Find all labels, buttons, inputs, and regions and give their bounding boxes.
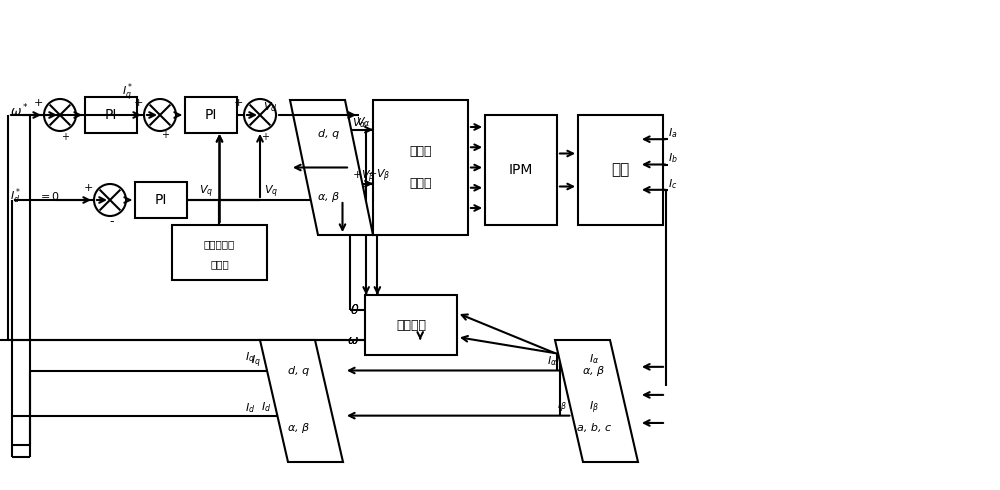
Bar (185, 97, 237, 133)
Text: $I_\beta$: $I_\beta$ (589, 399, 599, 416)
Text: $=0$: $=0$ (38, 190, 60, 202)
Text: $I_d$: $I_d$ (261, 400, 271, 414)
Text: $V_\alpha$: $V_\alpha$ (352, 116, 367, 129)
Text: $+V_\beta$: $+V_\beta$ (352, 169, 376, 185)
Circle shape (94, 184, 126, 216)
Text: $I_\alpha$: $I_\alpha$ (547, 355, 557, 368)
Text: $V_q$: $V_q$ (264, 184, 278, 200)
Bar (373, 100, 468, 235)
Polygon shape (260, 340, 343, 462)
Text: $I_\beta$: $I_\beta$ (557, 398, 567, 415)
Text: $I_q$: $I_q$ (245, 351, 255, 367)
Text: +: + (233, 98, 243, 108)
Text: $\alpha$, $\beta$: $\alpha$, $\beta$ (287, 421, 310, 435)
Circle shape (244, 99, 276, 131)
Text: $V_\alpha$: $V_\alpha$ (356, 115, 371, 128)
Text: +: + (161, 130, 169, 140)
Text: $I_d^*$: $I_d^*$ (10, 186, 21, 206)
Text: $I_b$: $I_b$ (668, 151, 678, 166)
Text: 位置估计: 位置估计 (396, 318, 426, 332)
Text: $\omega$: $\omega$ (347, 334, 359, 346)
Text: $+V_\beta$: $+V_\beta$ (367, 168, 391, 184)
Text: $\alpha$, $\beta$: $\alpha$, $\beta$ (582, 364, 605, 377)
Bar (135, 182, 187, 218)
Text: 空间矢: 空间矢 (409, 145, 432, 158)
Circle shape (44, 99, 76, 131)
Bar (578, 115, 663, 225)
Circle shape (144, 99, 176, 131)
Text: $V_d$: $V_d$ (263, 100, 278, 114)
Text: PI: PI (155, 193, 167, 207)
Bar (365, 295, 457, 355)
Bar (85, 97, 137, 133)
Text: $I_d$: $I_d$ (245, 401, 255, 415)
Text: d, q: d, q (288, 366, 309, 375)
Text: +: + (83, 183, 93, 193)
Text: +: + (61, 132, 69, 142)
Polygon shape (555, 340, 638, 462)
Text: a, b, c: a, b, c (577, 423, 611, 433)
Text: $I_c$: $I_c$ (668, 177, 677, 191)
Text: $\theta$: $\theta$ (350, 303, 359, 317)
Bar (485, 115, 557, 225)
Text: PI: PI (205, 108, 217, 122)
Text: 量调制: 量调制 (409, 177, 432, 190)
Text: 偿参数: 偿参数 (210, 260, 229, 270)
Bar (172, 225, 267, 280)
Text: PI: PI (105, 108, 117, 122)
Text: $\omega^*$: $\omega^*$ (10, 103, 29, 119)
Text: $\omega$: $\omega$ (347, 334, 359, 346)
Text: -: - (110, 216, 114, 228)
Text: +: + (33, 98, 43, 108)
Text: $\theta$: $\theta$ (350, 303, 359, 317)
Text: IPM: IPM (509, 163, 533, 177)
Text: $V_q$: $V_q$ (199, 184, 213, 200)
Text: $I_q^*$: $I_q^*$ (122, 82, 134, 104)
Polygon shape (290, 100, 373, 235)
Text: $\alpha$, $\beta$: $\alpha$, $\beta$ (317, 190, 340, 204)
Text: 直轴电压补: 直轴电压补 (204, 239, 235, 249)
Text: d, q: d, q (318, 129, 339, 139)
Text: $I_a$: $I_a$ (668, 126, 678, 140)
Text: 电机: 电机 (611, 163, 630, 177)
Text: $I_\alpha$: $I_\alpha$ (589, 352, 599, 366)
Text: $I_q$: $I_q$ (251, 353, 261, 369)
Text: +: + (261, 132, 269, 142)
Text: +: + (133, 98, 143, 108)
